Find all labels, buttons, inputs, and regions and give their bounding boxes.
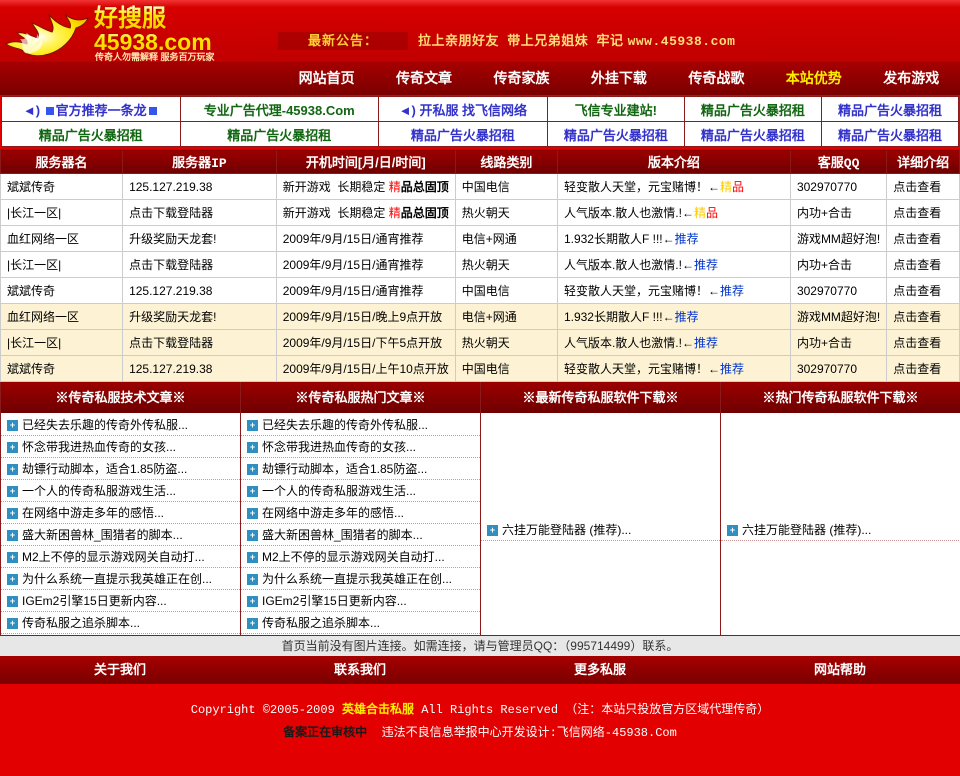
svg-text:好搜服: 好搜服: [93, 5, 167, 32]
svg-text:传奇人勿需解释 服务百万玩家: 传奇人勿需解释 服务百万玩家: [94, 51, 216, 62]
